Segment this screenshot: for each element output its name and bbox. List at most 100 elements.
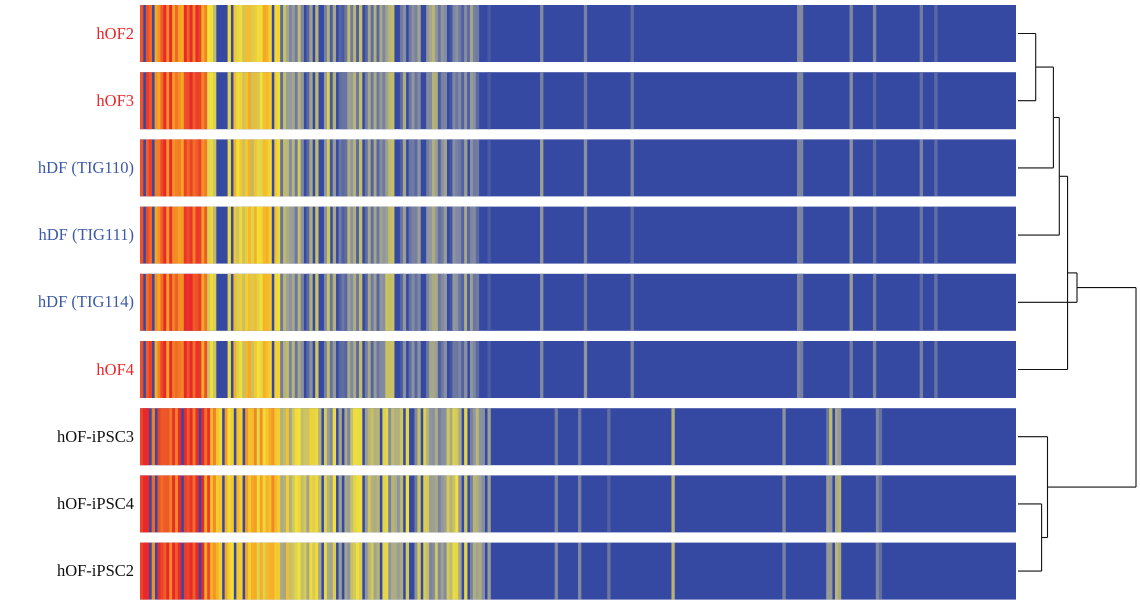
heatmap-cell bbox=[630, 5, 634, 62]
heatmap-cell bbox=[872, 341, 877, 398]
heatmap-cell bbox=[163, 408, 167, 466]
heatmap-cell bbox=[417, 72, 421, 130]
heatmap-cell bbox=[265, 139, 269, 197]
heatmap-cell bbox=[245, 341, 249, 398]
heatmap-cell bbox=[872, 72, 877, 130]
heatmap-cell bbox=[163, 72, 167, 130]
heatmap-cell bbox=[382, 139, 386, 197]
heatmap-cell bbox=[250, 408, 255, 466]
heatmap-cell bbox=[265, 542, 269, 600]
heatmap-cell bbox=[175, 72, 179, 130]
heatmap-cell bbox=[256, 139, 261, 197]
heatmap-cell bbox=[872, 5, 877, 62]
heatmap-cell bbox=[449, 273, 453, 331]
heatmap-cell bbox=[250, 139, 255, 197]
heatmap-cell bbox=[140, 139, 144, 197]
heatmap-cell bbox=[300, 139, 304, 197]
heatmap-cell bbox=[286, 206, 290, 264]
heatmap-cell bbox=[227, 542, 231, 600]
heatmap-cell bbox=[408, 72, 412, 130]
heatmap-cell bbox=[198, 5, 202, 62]
heatmap-cell bbox=[250, 206, 255, 264]
heatmap-cell bbox=[309, 139, 313, 197]
heatmap-cell bbox=[326, 139, 331, 197]
heatmap-cell bbox=[163, 206, 167, 264]
heatmap-cell bbox=[376, 542, 380, 600]
heatmap-cell bbox=[399, 139, 404, 197]
heatmap-cell bbox=[405, 542, 410, 600]
heatmap-cell bbox=[417, 206, 421, 264]
heatmap-cell bbox=[934, 206, 938, 264]
heatmap-cell bbox=[429, 542, 433, 600]
heatmap-cell bbox=[797, 72, 801, 130]
heatmap-cell bbox=[919, 72, 923, 130]
heatmap-cell bbox=[449, 408, 453, 466]
heatmap-cell bbox=[849, 273, 853, 331]
heatmap-cell bbox=[239, 72, 243, 130]
heatmap-cell bbox=[268, 273, 272, 331]
heatmap-cell bbox=[195, 341, 199, 398]
heatmap-cell bbox=[458, 273, 462, 331]
heatmap-cell bbox=[878, 408, 883, 466]
heatmap-row bbox=[140, 206, 1016, 264]
heatmap-cell bbox=[207, 139, 211, 197]
heatmap-cell bbox=[192, 139, 196, 197]
heatmap-cell bbox=[481, 408, 485, 466]
heatmap-cell bbox=[315, 72, 319, 130]
heatmap-cell bbox=[262, 475, 266, 533]
heatmap-cell bbox=[140, 273, 144, 331]
heatmap-cell bbox=[186, 542, 191, 600]
heatmap-cell bbox=[344, 475, 348, 533]
heatmap-cell bbox=[356, 341, 360, 398]
heatmap-cell bbox=[207, 273, 211, 331]
heatmap-cell bbox=[329, 5, 334, 62]
heatmap-cell bbox=[326, 542, 331, 600]
heatmap-cell bbox=[338, 139, 342, 197]
heatmap-cell bbox=[385, 273, 389, 331]
heatmap-cell bbox=[169, 72, 173, 130]
heatmap-cell bbox=[300, 341, 304, 398]
heatmap-cell bbox=[233, 341, 237, 398]
heatmap-cell bbox=[172, 542, 176, 600]
heatmap-cell bbox=[388, 206, 392, 264]
heatmap-cell bbox=[291, 273, 296, 331]
heatmap-cell bbox=[478, 542, 483, 600]
heatmap-cell bbox=[256, 273, 261, 331]
heatmap-cell bbox=[341, 5, 345, 62]
heatmap-cell bbox=[341, 139, 345, 197]
heatmap-cell bbox=[172, 5, 176, 62]
heatmap-cell bbox=[288, 408, 293, 466]
heatmap-cell bbox=[472, 206, 477, 264]
heatmap-cell bbox=[350, 273, 354, 331]
heatmap-cell bbox=[262, 408, 266, 466]
heatmap-cell bbox=[172, 341, 176, 398]
heatmap-cell bbox=[487, 273, 491, 331]
heatmap-cell bbox=[446, 542, 450, 600]
heatmap-cell bbox=[312, 475, 316, 533]
heatmap-cell bbox=[245, 408, 249, 466]
heatmap-cell bbox=[382, 408, 386, 466]
heatmap-row bbox=[140, 72, 1016, 130]
heatmap-cell bbox=[440, 206, 445, 264]
heatmap-cell bbox=[461, 139, 465, 197]
heatmap-cell bbox=[388, 72, 392, 130]
heatmap-cell bbox=[388, 5, 392, 62]
heatmap-cell bbox=[799, 139, 804, 197]
heatmap-cell bbox=[344, 341, 348, 398]
heatmap-cell bbox=[145, 273, 150, 331]
dendrogram bbox=[1018, 32, 1137, 572]
heatmap-cell bbox=[157, 408, 161, 466]
heatmap-cell bbox=[455, 341, 459, 398]
heatmap-cell bbox=[411, 341, 415, 398]
heatmap-cell bbox=[919, 206, 923, 264]
heatmap-cell bbox=[464, 273, 468, 331]
heatmap-cell bbox=[160, 5, 164, 62]
heatmap-cell bbox=[312, 408, 316, 466]
heatmap-cell bbox=[268, 72, 272, 130]
heatmap-cell bbox=[259, 542, 264, 600]
heatmap-cell bbox=[259, 408, 264, 466]
heatmap-row bbox=[140, 139, 1016, 197]
heatmap-cell bbox=[242, 273, 246, 331]
heatmap-cell bbox=[172, 475, 176, 533]
heatmap-cell bbox=[169, 139, 173, 197]
